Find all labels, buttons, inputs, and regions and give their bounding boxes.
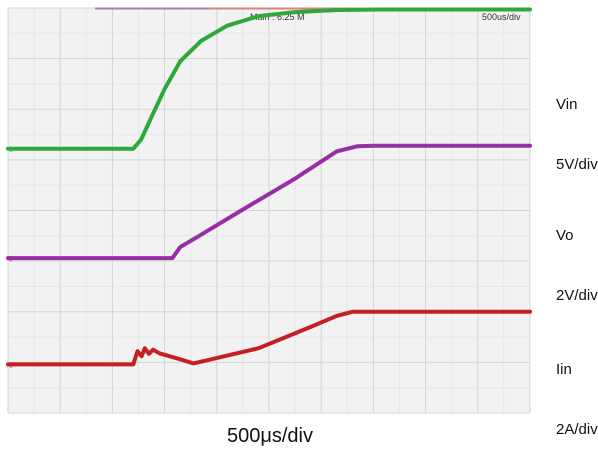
vo-scale: 2V/div	[556, 287, 598, 304]
graticule	[7, 7, 531, 414]
iin-label: Iin 2A/div	[556, 320, 598, 460]
iin-scale: 2A/div	[556, 421, 598, 438]
timebase-readout: 500us/div	[482, 12, 521, 22]
vo-label: Vo 2V/div	[556, 186, 598, 326]
trace-vin	[6, 7, 532, 151]
iin-name: Iin	[556, 361, 572, 378]
trace-iin	[6, 309, 532, 367]
trace-vo	[6, 143, 532, 261]
vin-label: Vin 5V/div	[556, 55, 598, 195]
mode-readout: Main : 6.25 M	[250, 12, 305, 22]
oscilloscope-screen: Main : 6.25 M 500us/div 123	[6, 7, 532, 414]
vo-name: Vo	[556, 227, 574, 244]
vin-name: Vin	[556, 96, 578, 113]
vin-scale: 5V/div	[556, 156, 598, 173]
traces	[6, 7, 532, 367]
x-axis-label: 500μs/div	[226, 425, 313, 447]
